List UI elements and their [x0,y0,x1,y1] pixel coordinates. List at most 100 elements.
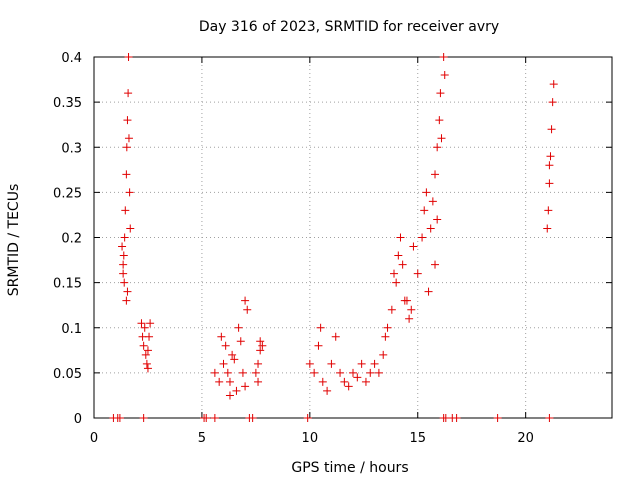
y-tick-label: 0.05 [53,367,82,382]
data-point [241,296,250,305]
data-point [120,278,129,287]
data-points [109,53,558,422]
x-tick-label: 0 [90,431,98,446]
data-point [405,314,414,323]
data-point [316,323,325,332]
data-point [140,323,149,332]
data-point [305,359,314,368]
data-point [396,233,405,242]
data-point [440,71,449,80]
data-point [493,414,502,422]
data-point [545,161,554,170]
data-point [125,188,134,197]
data-point [223,368,232,377]
data-point [248,414,257,422]
data-point [115,414,124,422]
data-point [336,368,345,377]
x-tick-label: 20 [517,431,534,446]
data-point [256,337,265,346]
data-point [433,215,442,224]
data-point [426,224,435,233]
data-point [431,260,440,269]
data-point [230,355,239,364]
data-point [234,323,243,332]
y-tick-label: 0.4 [61,51,82,66]
y-tick-label: 0.1 [61,322,82,337]
data-point [361,377,370,386]
data-point [357,359,366,368]
data-point [228,350,237,359]
data-point [121,206,130,215]
data-point [402,296,411,305]
data-point [139,341,148,350]
data-point [238,368,247,377]
x-tick-label: 15 [409,431,426,446]
data-point [439,53,448,61]
data-point [344,382,353,391]
data-point [225,391,234,400]
data-point [547,125,556,134]
x-tick-label: 5 [198,431,206,446]
data-point [545,414,554,422]
y-tick-label: 0.3 [61,141,82,156]
y-axis-label: SRMTID / TECUs [6,184,22,297]
data-point [202,414,211,422]
data-point [544,206,553,215]
y-tick-label: 0.15 [53,277,82,292]
data-point [394,251,403,260]
data-point [123,116,132,125]
data-point [210,414,219,422]
data-point [374,368,383,377]
y-tick-label: 0 [74,412,82,427]
data-point [122,143,131,152]
data-point [119,251,128,260]
axis-ticks: 0 0.05 0.1 0.15 0.2 0.25 0.3 0.35 0.4 0 5 10 15 20 [53,51,612,446]
data-point [217,332,226,341]
x-tick-label: 10 [302,431,319,446]
data-point [303,414,312,422]
data-point [258,341,267,350]
data-point [383,323,392,332]
data-point [215,377,224,386]
data-point [124,134,133,143]
data-point [323,386,332,395]
data-point [310,368,319,377]
data-point [545,179,554,188]
data-point [435,116,444,125]
data-point [379,350,388,359]
data-point [210,368,219,377]
data-point [370,359,379,368]
data-point [381,332,390,341]
data-point [452,414,461,422]
data-point [124,53,133,61]
y-tick-label: 0.35 [53,96,82,111]
data-point [331,332,340,341]
x-axis-label: GPS time / hours [291,460,408,476]
data-point [120,233,129,242]
data-point [143,346,152,355]
data-point [420,206,429,215]
chart-title: Day 316 of 2023, SRMTID for receiver avr… [199,19,499,35]
y-tick-label: 0.25 [53,186,82,201]
data-point [124,89,133,98]
data-point [232,386,241,395]
data-point [387,305,396,314]
data-point [433,143,442,152]
data-point [118,242,127,251]
data-point [549,80,558,89]
data-point [236,337,245,346]
data-point [413,269,422,278]
data-point [418,233,427,242]
data-point [392,278,401,287]
data-point [349,368,357,377]
data-point [243,305,252,314]
data-point [141,350,150,359]
data-point [256,346,265,355]
data-point [543,224,552,233]
data-point [366,368,375,377]
data-point [219,359,228,368]
data-point [436,89,445,98]
data-point [546,152,555,161]
data-point [122,170,131,179]
